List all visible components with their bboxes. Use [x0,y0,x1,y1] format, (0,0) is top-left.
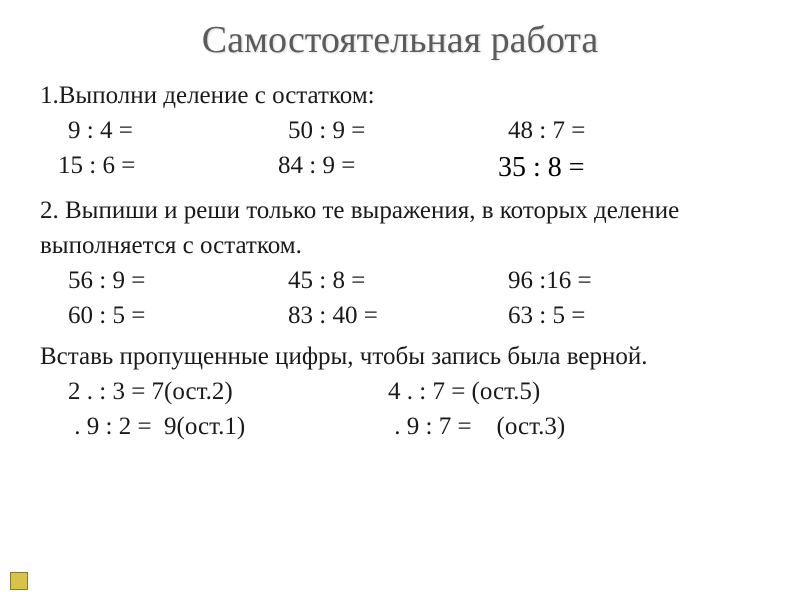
task-1-row-2: 15 : 6 = 84 : 9 = 35 : 8 = [58,148,760,187]
slide-title: Самостоятельная работа [40,18,760,62]
task-1: 1.Выполни деление с остатком: 9 : 4 = 50… [40,78,760,187]
expr: 45 : 8 = [288,263,508,298]
task-1-row-1: 9 : 4 = 50 : 9 = 48 : 7 = [68,113,760,148]
task-2-heading: 2. Выпиши и реши только те выражения, в … [40,193,760,263]
expr: . 9 : 7 = (ост.3) [388,409,708,444]
task-3-row-1: 2 . : 3 = 7(ост.2) 4 . : 7 = (ост.5) [68,374,760,409]
expr: 56 : 9 = [68,263,288,298]
task-2-row-1: 56 : 9 = 45 : 8 = 96 :16 = [68,263,760,298]
expr: 83 : 40 = [288,298,508,333]
expr: 50 : 9 = [288,113,508,148]
corner-marker-icon [10,572,28,590]
expr: 63 : 5 = [508,298,728,333]
expr: 48 : 7 = [508,113,728,148]
task-2-row-2: 60 : 5 = 83 : 40 = 63 : 5 = [68,298,760,333]
expr: 84 : 9 = [278,148,498,187]
slide: Самостоятельная работа 1.Выполни деление… [0,0,800,600]
expr: 4 . : 7 = (ост.5) [388,374,708,409]
task-2: 2. Выпиши и реши только те выражения, в … [40,193,760,333]
slide-body: 1.Выполни деление с остатком: 9 : 4 = 50… [40,78,760,444]
expr: 96 :16 = [508,263,728,298]
expr: 2 . : 3 = 7(ост.2) [68,374,388,409]
task-3: Вставь пропущенные цифры, чтобы запись б… [40,339,760,444]
task-3-row-2: . 9 : 2 = 9(ост.1) . 9 : 7 = (ост.3) [68,409,760,444]
expr: 9 : 4 = [68,113,288,148]
task-1-heading: 1.Выполни деление с остатком: [40,78,760,113]
expr: . 9 : 2 = 9(ост.1) [68,409,388,444]
expr: 15 : 6 = [58,148,278,187]
expr: 60 : 5 = [68,298,288,333]
task-3-heading: Вставь пропущенные цифры, чтобы запись б… [40,339,760,374]
expr-emphasis: 35 : 8 = [498,148,718,187]
